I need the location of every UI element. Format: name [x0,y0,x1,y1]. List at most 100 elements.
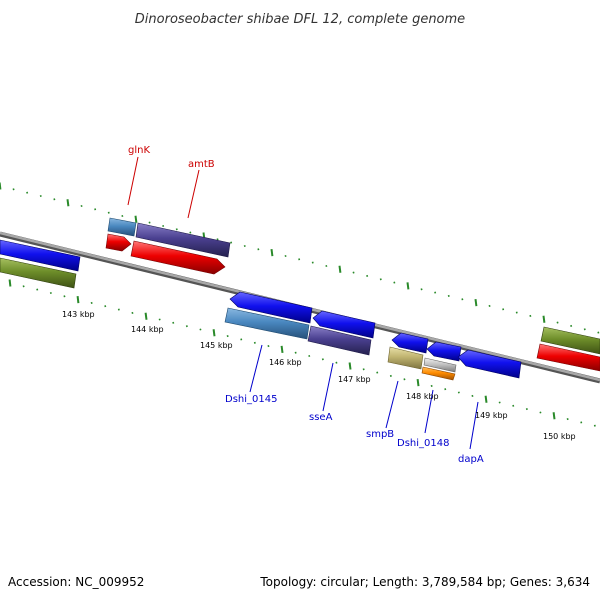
tick-upper-minor [529,314,532,317]
tick-upper-minor [12,188,15,191]
tick-upper-minor [447,294,450,297]
gene-feature-glnK-cds[interactable] [105,233,132,252]
tick-lower-minor [104,305,107,308]
gene-feature-sseA[interactable] [307,325,372,356]
tick-lower-major [8,279,12,287]
tick-lower-minor [498,401,501,404]
gene-label-dapA[interactable]: dapA [458,454,484,465]
gene-label-smpB[interactable]: smpB [366,429,394,440]
gene-feature-smpB[interactable] [387,346,424,370]
tick-upper-minor [434,291,437,294]
tick-upper-minor [189,231,192,234]
tick-upper-minor [162,224,165,228]
tick-upper-minor [257,248,260,251]
tick-upper-minor [311,261,314,264]
tick-upper-minor [515,311,518,314]
gene-label-sseA[interactable]: sseA [309,412,333,423]
tick-lower-minor [267,345,270,348]
tick-upper-major [338,265,342,273]
tick-lower-major [416,378,420,387]
tick-marks-lower [8,279,596,427]
tick-lower-minor [63,295,66,298]
gene-feature-Dshi_0145-arrow[interactable] [229,291,313,324]
tick-lower-minor [49,291,52,295]
tick-upper-minor [94,208,97,211]
tick-upper-minor [243,244,246,248]
topology-summary: Topology: circular; Length: 3,789,584 bp… [259,575,590,589]
tick-lower-major [280,345,284,354]
gene-feature-amtB-cds[interactable] [130,240,226,275]
tick-lower-minor [389,374,392,377]
kbp-label-143: 143 kbp [62,310,95,319]
gene-feature-Dshi_0148[interactable] [421,366,456,381]
gene-features [0,217,600,381]
kbp-label-149: 149 kbp [475,411,508,420]
tick-lower-major [76,295,80,304]
tick-lower-minor [240,338,243,341]
tick-marks-upper [0,182,600,334]
gene-feature-sseA-arrow[interactable] [312,310,376,339]
kbp-label-150: 150 kbp [543,432,576,441]
gene-feature-left-blue[interactable] [0,239,81,272]
kbp-label-148: 148 kbp [406,392,439,401]
tick-lower-minor [539,411,542,414]
tick-upper-minor [148,221,151,224]
tick-lower-minor [90,301,93,304]
tick-upper-major [474,298,478,307]
kbp-label-145: 145 kbp [200,341,233,350]
gene-feature-amtB[interactable] [135,222,231,258]
label-leaders [127,156,479,450]
gene-label-amtB[interactable]: amtB [188,159,215,170]
tick-lower-minor [321,358,324,361]
tick-upper-minor [352,271,355,274]
tick-lower-minor [335,361,338,364]
tick-upper-major [406,282,410,290]
tick-upper-minor [284,254,287,258]
tick-upper-minor [488,304,491,307]
tick-lower-major [212,329,216,337]
tick-lower-minor [525,408,528,411]
gene-labels: glnK amtB Dshi_0145 sseA smpB Dshi_0148 … [128,145,484,465]
tick-lower-major [484,395,488,403]
tick-lower-minor [185,325,188,328]
tick-upper-minor [366,274,369,277]
tick-lower-minor [403,378,406,381]
tick-upper-minor [26,191,29,194]
tick-upper-minor [502,308,505,311]
tick-lower-minor [580,421,583,424]
tick-upper-minor [121,214,124,218]
tick-lower-minor [226,335,229,338]
gene-feature-right-red[interactable] [536,343,600,372]
tick-lower-minor [36,288,39,291]
tick-lower-minor [444,388,447,391]
tick-upper-major [66,199,70,207]
tick-upper-minor [175,228,178,231]
tick-lower-minor [308,354,311,358]
tick-upper-minor [80,204,83,208]
gene-label-Dshi_0148[interactable]: Dshi_0148 [397,438,449,449]
tick-lower-minor [172,321,175,324]
gene-feature-smpB-arrow[interactable] [391,332,429,354]
tick-upper-minor [583,328,586,331]
tick-lower-major [552,412,556,420]
tick-upper-minor [230,241,233,244]
tick-upper-minor [393,281,396,284]
tick-upper-major [134,215,138,223]
tick-lower-minor [566,418,569,421]
kbp-label-146: 146 kbp [269,358,302,367]
tick-lower-minor [362,368,365,371]
tick-upper-minor [325,264,328,268]
gene-feature-right-olive[interactable] [540,326,600,355]
tick-upper-minor [556,321,559,324]
gene-feature-Dshi_0148-arrow[interactable] [426,341,462,362]
gene-feature-dapA-arrow[interactable] [457,349,522,379]
tick-lower-minor [117,308,120,311]
gene-feature-Dshi_0145[interactable] [224,307,310,340]
tick-lower-minor [199,328,202,331]
gene-label-glnK[interactable]: glnK [128,145,150,156]
gene-feature-glnK[interactable] [107,217,137,237]
gene-feature-left-olive[interactable] [0,257,77,289]
gene-feature-Dshi_0148-trna[interactable] [423,357,457,373]
gene-label-Dshi_0145[interactable]: Dshi_0145 [225,394,277,405]
